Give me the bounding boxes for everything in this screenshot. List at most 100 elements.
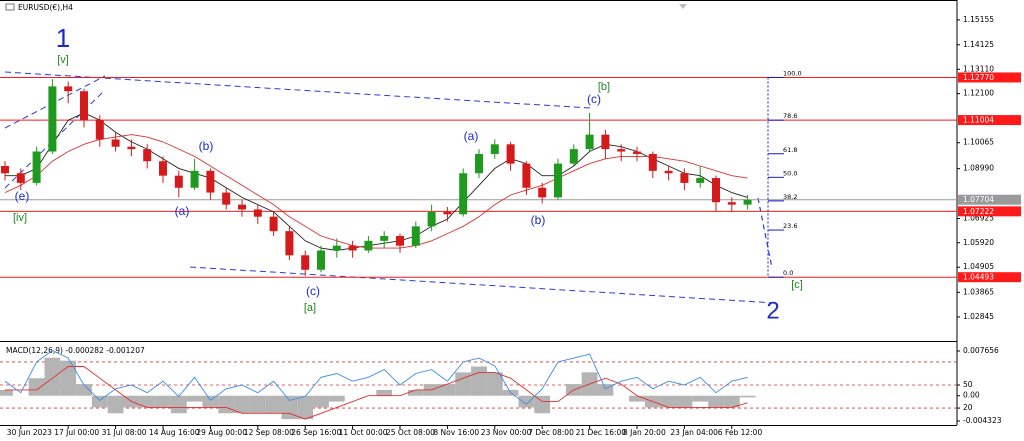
oscillator-line (4, 349, 748, 405)
candle-body (143, 149, 152, 162)
candle-body (238, 204, 246, 210)
wave-label: [c] (791, 279, 803, 291)
macd-bar (629, 395, 645, 402)
candle-body (380, 235, 389, 241)
candle-body (253, 209, 262, 217)
level-label: 1.12770 (963, 73, 994, 82)
macd-bar (297, 395, 314, 420)
candle-body (206, 170, 215, 193)
candle-body (1, 166, 9, 174)
fib-label: 0.0 (783, 269, 793, 277)
wave-label: [b] (598, 81, 610, 93)
candle-body (396, 235, 404, 246)
y2-tick-label: 50 (963, 380, 973, 389)
x-tick-label: 23 Jan 04:00 (670, 428, 718, 437)
candle-body (648, 153, 657, 171)
level-label-box (958, 206, 1021, 217)
candle-body (633, 151, 641, 154)
candle-body (490, 144, 499, 154)
candle-body (32, 151, 41, 183)
x-tick-label: 30 Jun 2023 (7, 428, 52, 437)
macd-bar (471, 366, 487, 396)
level-label: 1.04493 (963, 273, 994, 282)
macd-bar (28, 378, 45, 396)
macd-bar (249, 395, 266, 414)
macd-bar (376, 389, 393, 396)
macd-value: -0.000282 (65, 346, 104, 355)
candle-body (664, 170, 673, 174)
candle-body (585, 134, 594, 150)
macd-bar (597, 384, 614, 396)
y-tick-label: 1.13110 (963, 64, 994, 73)
x-tick-label: 12 Sep 08:00 (244, 428, 294, 437)
wave-label: (a) (175, 204, 190, 218)
y-tick-label: 1.05920 (963, 238, 994, 247)
candle-body (569, 149, 578, 164)
candle-body (617, 149, 626, 152)
macd-bar (139, 395, 156, 408)
macd-bar (218, 395, 235, 414)
macd-bar (486, 372, 503, 396)
wave-label: (c) (587, 92, 601, 106)
y2-tick-label: 20 (963, 403, 973, 412)
candle-body (95, 120, 104, 140)
macd-bar (76, 384, 92, 396)
fib-label: 78.6 (783, 112, 797, 120)
candle-body (332, 245, 341, 251)
level-label: 1.07222 (963, 207, 994, 216)
y-tick-label: 1.06925 (963, 214, 994, 223)
x-tick-label: 23 Nov 00:00 (481, 428, 532, 437)
x-tick-label: 8 Nov 16:00 (433, 428, 479, 437)
level-label-box (958, 115, 1021, 126)
candle-body (16, 173, 25, 183)
y-tick-label: -0.004323 (963, 416, 1002, 425)
macd-bar (202, 395, 219, 408)
wave-label: (b) (199, 139, 214, 153)
x-tick-label: 26 Sep 16:00 (291, 428, 341, 437)
x-tick-label: 31 Jul 08:00 (102, 428, 147, 437)
macd-bar (739, 395, 756, 398)
x-tick-label: 17 Jul 00:00 (54, 428, 99, 437)
candle-body (127, 146, 136, 150)
macd-bar (676, 395, 693, 408)
macd-bar (265, 395, 282, 414)
y-tick-label: 1.08990 (963, 164, 994, 173)
wave-label: (e) (15, 189, 30, 203)
candle-body (427, 211, 436, 227)
x-tick-label: 14 Aug 16:00 (149, 428, 200, 437)
x-tick-label: 6 Feb 12:00 (718, 428, 763, 437)
wave-label: [iv] (13, 212, 27, 224)
y-tick-label: 0.007656 (963, 346, 999, 355)
candle-body (554, 163, 562, 198)
candle-body (301, 255, 310, 270)
candle-body (222, 192, 231, 205)
y-tick-label: 1.15155 (963, 15, 994, 24)
x-tick-label: 25 Oct 08:00 (386, 428, 435, 437)
wave-label: 1 (56, 23, 70, 53)
signal-value: -0.001207 (106, 346, 145, 355)
candle-body (506, 144, 515, 164)
macd-bar (155, 395, 171, 408)
macd-bar (407, 389, 424, 396)
candle-body (680, 173, 689, 183)
wave-label: (a) (464, 129, 479, 143)
macd-bar (0, 389, 13, 396)
x-tick-label: 21 Dec 16:00 (576, 428, 627, 437)
candle-body (727, 202, 736, 205)
candle-body (174, 175, 183, 188)
macd-bar (708, 395, 724, 408)
wave-label: 2 (766, 297, 779, 324)
y-tick-label: 1.10065 (963, 138, 994, 147)
wave-label: [a] (304, 302, 316, 314)
y-tick-label: 0.00 (963, 391, 980, 400)
fib-label: 23.6 (783, 222, 797, 230)
candle-body (190, 170, 199, 188)
trend-line (4, 71, 591, 109)
level-label-box (958, 272, 1021, 283)
macd-bar (60, 360, 77, 396)
candle-body (538, 187, 547, 198)
macd-bar (170, 395, 187, 414)
wave-label: (b) (531, 213, 546, 227)
candle-body (743, 199, 752, 205)
